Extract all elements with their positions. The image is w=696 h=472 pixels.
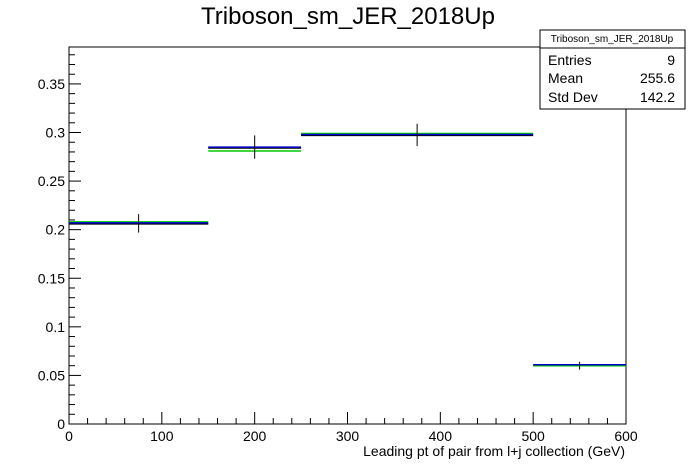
- stats-box-title: Triboson_sm_JER_2018Up: [551, 34, 674, 45]
- x-tick-label: 200: [243, 428, 267, 444]
- y-tick-label: 0.15: [38, 270, 65, 286]
- y-tick-label: 0.05: [38, 367, 65, 383]
- error-bars-layer: [138, 123, 581, 370]
- stats-mean-label: Mean: [548, 70, 583, 86]
- x-axis: 0 100 200 300 400 500 600: [65, 412, 638, 444]
- x-tick-label: 100: [150, 428, 174, 444]
- stats-box: Triboson_sm_JER_2018Up Entries 9 Mean 25…: [539, 29, 686, 110]
- x-tick-label: 300: [336, 428, 360, 444]
- y-tick-label: 0: [57, 416, 65, 432]
- stats-mean-value: 255.6: [640, 70, 675, 86]
- x-tick-label: 0: [65, 428, 73, 444]
- y-tick-label: 0.35: [38, 76, 65, 92]
- stats-stddev-value: 142.2: [640, 89, 675, 105]
- stats-entries-value: 9: [667, 52, 675, 68]
- stats-entries-label: Entries: [548, 52, 592, 68]
- x-tick-label: 400: [429, 428, 453, 444]
- stats-box-frame: [539, 29, 686, 110]
- y-tick-label: 0.2: [46, 222, 66, 238]
- y-tick-label: 0.1: [46, 319, 66, 335]
- y-tick-label: 0.3: [46, 125, 66, 141]
- x-axis-label: Leading pt of pair from l+j collection (…: [363, 443, 625, 459]
- chart-title: Triboson_sm_JER_2018Up: [201, 3, 495, 30]
- y-tick-label: 0.25: [38, 173, 65, 189]
- stats-stddev-label: Std Dev: [548, 89, 598, 105]
- y-axis: 0 0.05 0.1 0.15 0.2 0.25 0.3 0.35: [38, 54, 81, 432]
- series-layer: [69, 132, 626, 367]
- x-tick-label: 500: [521, 428, 545, 444]
- x-tick-label: 600: [614, 428, 638, 444]
